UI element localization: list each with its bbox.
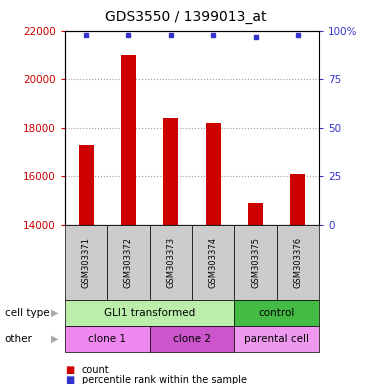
- Text: GSM303371: GSM303371: [82, 237, 91, 288]
- Bar: [65, 300, 234, 326]
- Bar: [277, 225, 319, 300]
- Bar: [290, 174, 305, 225]
- Bar: [206, 123, 221, 225]
- Text: GSM303372: GSM303372: [124, 237, 133, 288]
- Text: GSM303375: GSM303375: [251, 237, 260, 288]
- Text: control: control: [259, 308, 295, 318]
- Text: ▶: ▶: [51, 308, 59, 318]
- Text: cell type: cell type: [5, 308, 49, 318]
- Bar: [121, 55, 136, 225]
- Text: GLI1 transformed: GLI1 transformed: [104, 308, 195, 318]
- Bar: [163, 118, 178, 225]
- Text: ■: ■: [65, 365, 74, 375]
- Text: clone 2: clone 2: [173, 334, 211, 344]
- Bar: [234, 326, 319, 352]
- Bar: [65, 225, 107, 300]
- Text: GSM303374: GSM303374: [209, 237, 218, 288]
- Bar: [107, 225, 150, 300]
- Bar: [234, 225, 277, 300]
- Bar: [248, 203, 263, 225]
- Bar: [150, 326, 234, 352]
- Text: count: count: [82, 365, 109, 375]
- Text: parental cell: parental cell: [244, 334, 309, 344]
- Text: other: other: [5, 334, 33, 344]
- Bar: [65, 326, 150, 352]
- Bar: [192, 225, 234, 300]
- Bar: [79, 145, 93, 225]
- Text: clone 1: clone 1: [88, 334, 126, 344]
- Text: percentile rank within the sample: percentile rank within the sample: [82, 375, 247, 384]
- Bar: [234, 300, 319, 326]
- Text: ▶: ▶: [51, 334, 59, 344]
- Bar: [150, 225, 192, 300]
- Text: ■: ■: [65, 375, 74, 384]
- Text: GDS3550 / 1399013_at: GDS3550 / 1399013_at: [105, 10, 266, 23]
- Text: GSM303373: GSM303373: [166, 237, 175, 288]
- Text: GSM303376: GSM303376: [293, 237, 302, 288]
